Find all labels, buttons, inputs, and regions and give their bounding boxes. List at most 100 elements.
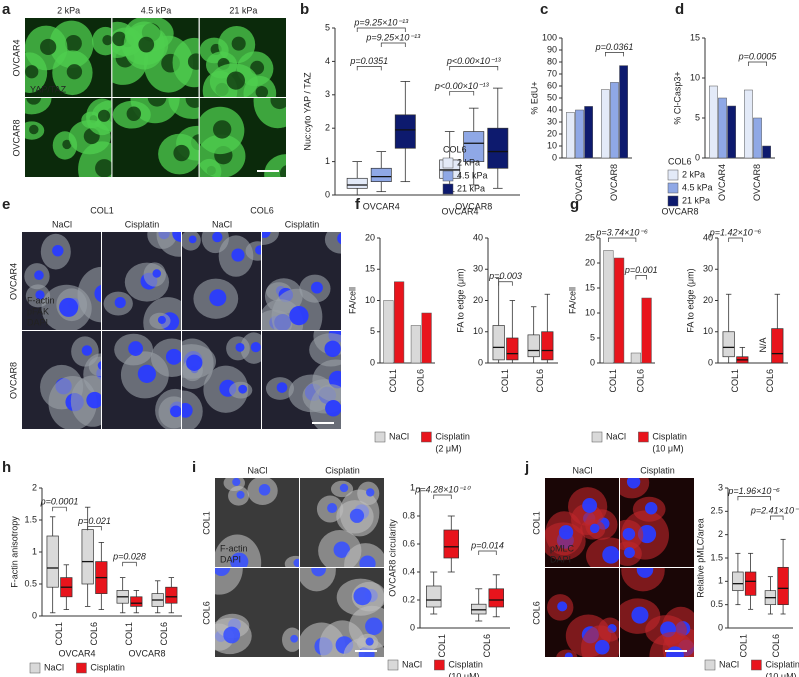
nucleus (238, 384, 248, 394)
nucleus (59, 297, 79, 317)
legend-label: 21 kPa (682, 195, 710, 205)
nucleus (97, 109, 111, 122)
y-tick-label: 1 (410, 482, 415, 492)
nucleus (226, 71, 245, 90)
legend-swatch (442, 183, 454, 195)
column-label: Cisplatin (325, 465, 360, 475)
nucleus (262, 232, 271, 238)
stain-label: F-actin (27, 295, 55, 305)
cell (215, 534, 262, 567)
y-tick-label: 40 (473, 232, 483, 242)
y-tick-label: 0 (410, 622, 415, 632)
legend-label: Cisplatin (448, 659, 483, 669)
box (471, 603, 487, 615)
box (443, 529, 459, 559)
nucleus (279, 165, 287, 177)
x-tick-label: COL1 (730, 369, 740, 393)
y-tick-label: 80 (547, 56, 557, 66)
y-axis-label: % EdU+ (529, 81, 539, 114)
legend-label: NaCl (719, 659, 739, 669)
micrograph (182, 331, 261, 429)
micrograph-content (300, 478, 384, 567)
nucleus (62, 139, 72, 150)
legend-swatch (442, 170, 454, 182)
micrograph-content (22, 331, 101, 429)
micrograph-content (620, 478, 694, 567)
significance-bracket (748, 61, 767, 66)
legend-swatch (638, 431, 649, 443)
stain-label: DAPI (550, 554, 571, 564)
micrograph (182, 232, 261, 330)
nucleus (34, 270, 44, 281)
panel-letter: f (355, 196, 361, 213)
nucleus (172, 232, 181, 242)
legend-note: (2 μM) (435, 443, 461, 453)
y-axis-label: FA to edge (μm) (455, 268, 465, 332)
y-tick-label: 20 (703, 295, 713, 305)
y-tick-label: 2 (32, 482, 37, 492)
x-tick-label: OVCAR4 (363, 201, 400, 211)
nucleus (558, 525, 574, 540)
box (732, 571, 744, 592)
legend-label: Cisplatin (765, 659, 799, 669)
nucleus (626, 478, 641, 489)
box (346, 177, 368, 189)
p-value: p=0.003 (488, 271, 522, 281)
significance-bracket (449, 91, 475, 96)
box (370, 167, 392, 182)
nucleus (589, 523, 600, 534)
nucleus (138, 36, 155, 53)
y-tick-label: 3 (325, 89, 330, 99)
nucleus (255, 85, 269, 97)
micrograph-content (545, 478, 619, 567)
nucleus (102, 35, 112, 46)
nucleus (185, 98, 199, 108)
significance-bracket (449, 66, 499, 71)
y-tick-label: 2 (718, 529, 723, 539)
micrograph-content (199, 98, 287, 177)
significance-bracket (122, 561, 137, 567)
legend-swatch (667, 182, 679, 194)
nucleus (333, 541, 351, 558)
row-label: COL1 (531, 511, 541, 535)
bar (584, 106, 593, 159)
nucleus (231, 248, 245, 262)
legend-swatch (76, 662, 87, 674)
micrograph-content (620, 568, 694, 657)
micrograph-content (262, 232, 341, 330)
panel-letter: b (300, 1, 309, 18)
y-axis-label: Nuc:cyto YAP / TAZ (302, 72, 312, 151)
y-tick-label: 30 (703, 264, 713, 274)
x-tick-label: COL6 (636, 369, 646, 393)
y-tick-label: 1 (325, 156, 330, 166)
y-tick-label: 90 (547, 44, 557, 54)
nucleus (231, 36, 246, 51)
box (744, 571, 757, 596)
y-tick-label: 20 (473, 295, 483, 305)
nucleus (147, 98, 167, 107)
y-axis-label: Relative pMLC/area (695, 518, 705, 598)
box (527, 334, 540, 358)
y-tick-label: 10 (547, 140, 557, 150)
nucleus (128, 341, 143, 356)
nucleus (349, 508, 365, 523)
bar (610, 82, 619, 159)
micrograph (620, 568, 694, 657)
nucleus (81, 345, 93, 356)
box (506, 337, 519, 361)
nucleus (255, 245, 261, 255)
nucleus (26, 98, 42, 105)
nucleus (215, 568, 231, 577)
x-tick-label: COL1 (437, 634, 447, 658)
y-tick-label: 100 (542, 32, 557, 42)
panel-title: OVCAR8 (661, 206, 698, 216)
column-label: Cisplatin (125, 219, 160, 229)
column-label: 21 kPa (229, 5, 257, 15)
y-tick-label: 0.4 (402, 566, 415, 576)
stain-label: DAPI (220, 554, 241, 564)
group-label: OVCAR8 (128, 648, 165, 658)
micrograph-content (102, 331, 181, 429)
nucleus (250, 342, 261, 353)
y-tick-label: 20 (547, 128, 557, 138)
panel-letter: h (2, 459, 11, 476)
